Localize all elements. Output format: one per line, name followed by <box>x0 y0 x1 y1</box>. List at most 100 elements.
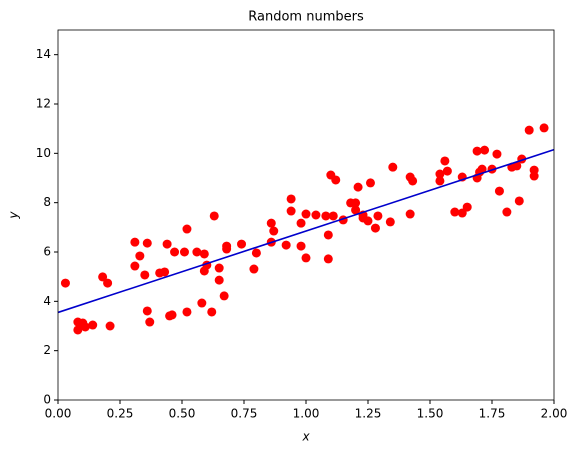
point <box>328 211 338 221</box>
point <box>167 310 177 320</box>
point <box>524 125 534 135</box>
point <box>182 224 192 234</box>
y-tick-label: 2 <box>43 343 51 357</box>
point <box>480 145 490 155</box>
point <box>494 186 504 196</box>
point <box>388 162 398 172</box>
y-tick-label: 4 <box>43 294 51 308</box>
point <box>222 241 232 251</box>
x-tick-label: 0.25 <box>107 407 134 421</box>
point <box>207 307 217 317</box>
point <box>192 247 202 257</box>
point <box>472 146 482 156</box>
point <box>142 306 152 316</box>
point <box>160 267 170 277</box>
point <box>98 272 108 282</box>
point <box>197 298 207 308</box>
x-tick-label: 1.75 <box>479 407 506 421</box>
x-axis-label: x <box>301 430 310 444</box>
x-tick-label: 1.50 <box>417 407 444 421</box>
point <box>286 206 296 216</box>
point <box>435 176 445 186</box>
point <box>105 321 115 331</box>
point <box>214 263 224 273</box>
point <box>321 211 331 221</box>
y-tick-label: 12 <box>36 97 51 111</box>
point <box>353 182 363 192</box>
x-tick-label: 0.00 <box>45 407 72 421</box>
point <box>237 239 247 249</box>
point <box>363 216 373 226</box>
point <box>301 209 311 219</box>
y-tick-label: 10 <box>36 146 51 160</box>
y-tick-label: 0 <box>43 393 51 407</box>
x-tick-label: 1.25 <box>355 407 382 421</box>
point <box>60 278 70 288</box>
point <box>296 241 306 251</box>
point <box>251 248 261 258</box>
point <box>502 207 512 217</box>
point <box>323 254 333 264</box>
point <box>477 164 487 174</box>
point <box>408 176 418 186</box>
y-tick-label: 14 <box>36 47 51 61</box>
y-tick-label: 6 <box>43 245 51 259</box>
point <box>170 247 180 257</box>
point <box>440 156 450 166</box>
point <box>249 264 259 274</box>
point <box>492 149 502 159</box>
y-tick-label: 8 <box>43 195 51 209</box>
point <box>373 211 383 221</box>
point <box>182 307 192 317</box>
x-tick-label: 2.00 <box>541 407 568 421</box>
point <box>457 208 467 218</box>
chart-title: Random numbers <box>248 10 364 25</box>
point <box>281 240 291 250</box>
point <box>539 123 549 133</box>
point <box>142 238 152 248</box>
point <box>140 270 150 280</box>
point <box>103 278 113 288</box>
point <box>385 217 395 227</box>
point <box>80 322 90 332</box>
point <box>145 317 155 327</box>
plot-frame <box>57 29 555 401</box>
point <box>209 211 219 221</box>
point <box>296 218 306 228</box>
point <box>462 202 472 212</box>
point <box>301 253 311 263</box>
point <box>442 166 452 176</box>
point <box>73 325 83 335</box>
point <box>135 251 145 261</box>
point <box>405 209 415 219</box>
point <box>219 291 229 301</box>
point <box>162 239 172 249</box>
point <box>512 161 522 171</box>
point <box>266 218 276 228</box>
point <box>311 210 321 220</box>
point <box>199 249 209 259</box>
point <box>286 194 296 204</box>
point <box>529 171 539 181</box>
point <box>351 205 361 215</box>
x-tick-label: 0.50 <box>169 407 196 421</box>
point <box>435 169 445 179</box>
point <box>269 226 279 236</box>
x-tick-label: 1.00 <box>293 407 320 421</box>
point <box>323 230 333 240</box>
point <box>365 178 375 188</box>
point <box>130 237 140 247</box>
y-axis-label: y <box>7 211 21 220</box>
fit-line <box>57 148 555 314</box>
point <box>370 223 380 233</box>
point <box>179 247 189 257</box>
point <box>88 320 98 330</box>
point <box>450 207 460 217</box>
x-tick-label: 0.75 <box>231 407 258 421</box>
point <box>351 198 361 208</box>
point <box>514 196 524 206</box>
point <box>331 175 341 185</box>
point <box>214 275 224 285</box>
point <box>130 261 140 271</box>
